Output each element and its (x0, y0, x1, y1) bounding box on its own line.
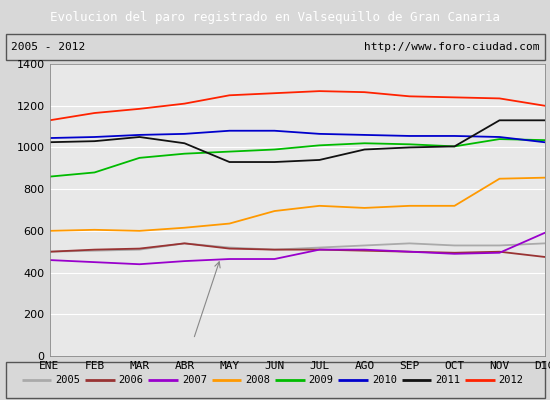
Text: 2010: 2010 (372, 375, 397, 385)
Text: 2008: 2008 (245, 375, 270, 385)
Text: 2012: 2012 (498, 375, 524, 385)
Text: 2005: 2005 (55, 375, 80, 385)
Text: http://www.foro-ciudad.com: http://www.foro-ciudad.com (364, 42, 539, 52)
Text: Evolucion del paro registrado en Valsequillo de Gran Canaria: Evolucion del paro registrado en Valsequ… (50, 10, 500, 24)
Text: 2009: 2009 (309, 375, 333, 385)
Text: 2011: 2011 (435, 375, 460, 385)
Text: 2006: 2006 (118, 375, 144, 385)
Text: 2007: 2007 (182, 375, 207, 385)
Text: 2005 - 2012: 2005 - 2012 (11, 42, 85, 52)
